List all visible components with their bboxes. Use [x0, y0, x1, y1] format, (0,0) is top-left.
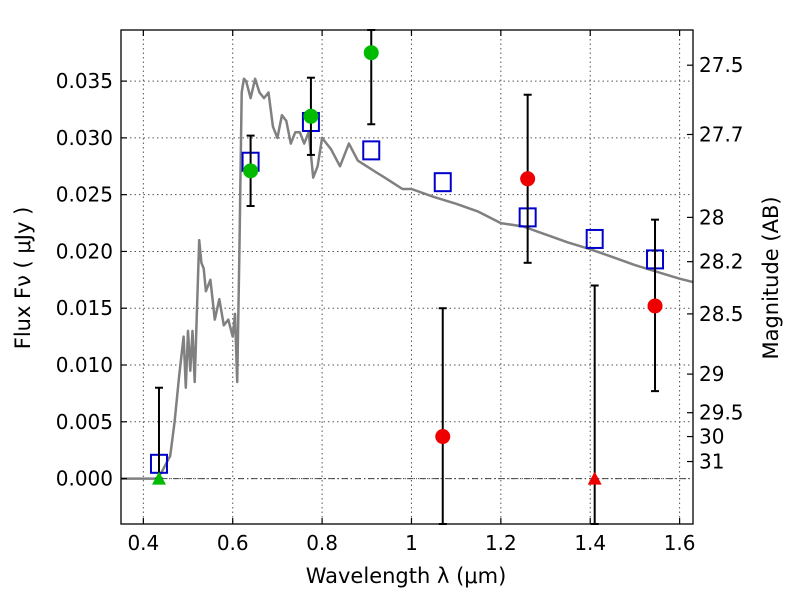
model-point: [362, 140, 381, 161]
plot-frame: [120, 29, 694, 525]
y2-tick-label: 29.5: [699, 401, 744, 425]
y2-tick-label: 28.5: [699, 302, 744, 326]
flux-point: [435, 429, 451, 445]
y2-tick-label: 28.2: [699, 250, 744, 274]
y2-tick-label: 27.5: [699, 53, 744, 77]
y2-tick-label: 29: [699, 362, 724, 386]
x-tick-label: 1.6: [664, 531, 696, 555]
y-tick-label: 0.035: [56, 69, 113, 93]
upper-limit-point: [587, 471, 602, 485]
grid: [121, 30, 693, 524]
flux-point: [647, 298, 663, 314]
flux-point: [243, 163, 259, 179]
model-point: [433, 172, 452, 193]
flux-point: [520, 171, 536, 187]
model-line: [121, 77, 694, 480]
flux-point: [363, 45, 379, 61]
x-tick-label: 1.4: [574, 531, 606, 555]
y2-tick-label: 31: [699, 450, 724, 474]
upper-limit-point: [151, 471, 166, 485]
y-tick-label: 0.030: [56, 126, 113, 150]
y2-tick-label: 30: [699, 425, 724, 449]
y-tick-label: 0.010: [56, 353, 113, 377]
y-tick-label: 0.025: [56, 183, 113, 207]
x-tick-label: 1: [405, 531, 418, 555]
y-tick-label: 0.020: [56, 239, 113, 263]
y2-tick-label: 28: [699, 205, 724, 229]
x-tick-label: 0.6: [217, 531, 249, 555]
x-tick-label: 0.4: [127, 531, 159, 555]
y-tick-label: 0.005: [56, 410, 113, 434]
flux-point: [303, 108, 319, 124]
x-axis-label: Wavelength λ (μm): [306, 564, 507, 588]
model-point: [585, 228, 604, 249]
y-tick-label: 0.015: [56, 296, 113, 320]
model-spectrum: [121, 77, 694, 480]
y2-axis-label: Magnitude (AB): [759, 196, 783, 359]
x-tick-label: 0.8: [306, 531, 338, 555]
y-axis-label: Flux Fν ( μJy ): [11, 207, 35, 350]
y-tick-label: 0.000: [56, 467, 113, 491]
y2-tick-label: 27.7: [699, 122, 744, 146]
data-points: [149, 29, 665, 525]
axes: 0.4 0.6 0.8 1 1.2 1.4 1.6 0.000 0.005 0.010 0.015 0…: [56, 29, 744, 555]
x-tick-label: 1.2: [485, 531, 517, 555]
